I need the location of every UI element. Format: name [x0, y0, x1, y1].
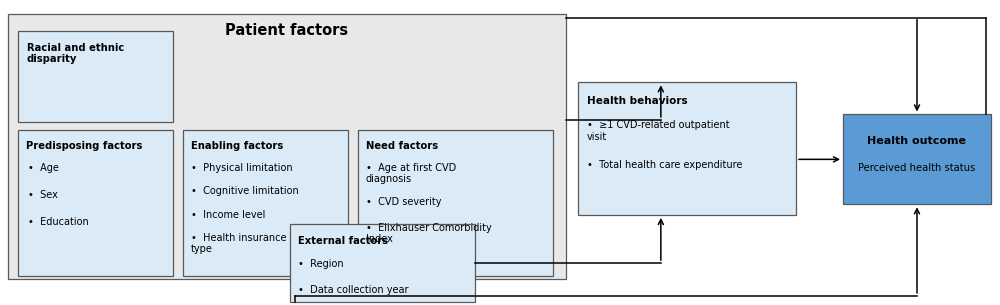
FancyBboxPatch shape [843, 114, 991, 204]
Text: •  Region: • Region [298, 259, 344, 269]
Text: •  Education: • Education [28, 217, 89, 227]
Text: Perceived health status: Perceived health status [858, 163, 976, 173]
FancyBboxPatch shape [18, 30, 173, 122]
Text: External factors: External factors [298, 236, 388, 246]
Text: •  Physical limitation: • Physical limitation [191, 163, 293, 173]
FancyBboxPatch shape [358, 130, 553, 276]
Text: •  Income level: • Income level [191, 210, 265, 221]
Text: •  Total health care expenditure: • Total health care expenditure [587, 160, 742, 170]
Text: Need factors: Need factors [366, 141, 438, 151]
Text: Health outcome: Health outcome [867, 136, 966, 146]
FancyBboxPatch shape [290, 224, 475, 302]
Text: •  ≥1 CVD-related outpatient
visit: • ≥1 CVD-related outpatient visit [587, 120, 730, 142]
Text: Patient factors: Patient factors [225, 23, 349, 38]
Text: •  Sex: • Sex [28, 190, 58, 200]
Text: •  Health insurance
type: • Health insurance type [191, 233, 287, 254]
Text: •  Data collection year: • Data collection year [298, 285, 409, 295]
Text: •  Age at first CVD
diagnosis: • Age at first CVD diagnosis [366, 163, 456, 184]
FancyBboxPatch shape [18, 130, 173, 276]
Text: •  Elixhauser Comorbidity
Index: • Elixhauser Comorbidity Index [366, 223, 492, 244]
Text: Health behaviors: Health behaviors [587, 96, 688, 106]
Text: •  CVD severity: • CVD severity [366, 197, 442, 207]
Text: Predisposing factors: Predisposing factors [26, 141, 142, 151]
Text: •  Cognitive limitation: • Cognitive limitation [191, 186, 299, 196]
Text: Enabling factors: Enabling factors [191, 141, 283, 151]
Text: •  Age: • Age [28, 163, 59, 173]
Text: Racial and ethnic
disparity: Racial and ethnic disparity [27, 43, 124, 64]
FancyBboxPatch shape [183, 130, 348, 276]
FancyBboxPatch shape [8, 14, 566, 279]
FancyBboxPatch shape [578, 82, 796, 215]
